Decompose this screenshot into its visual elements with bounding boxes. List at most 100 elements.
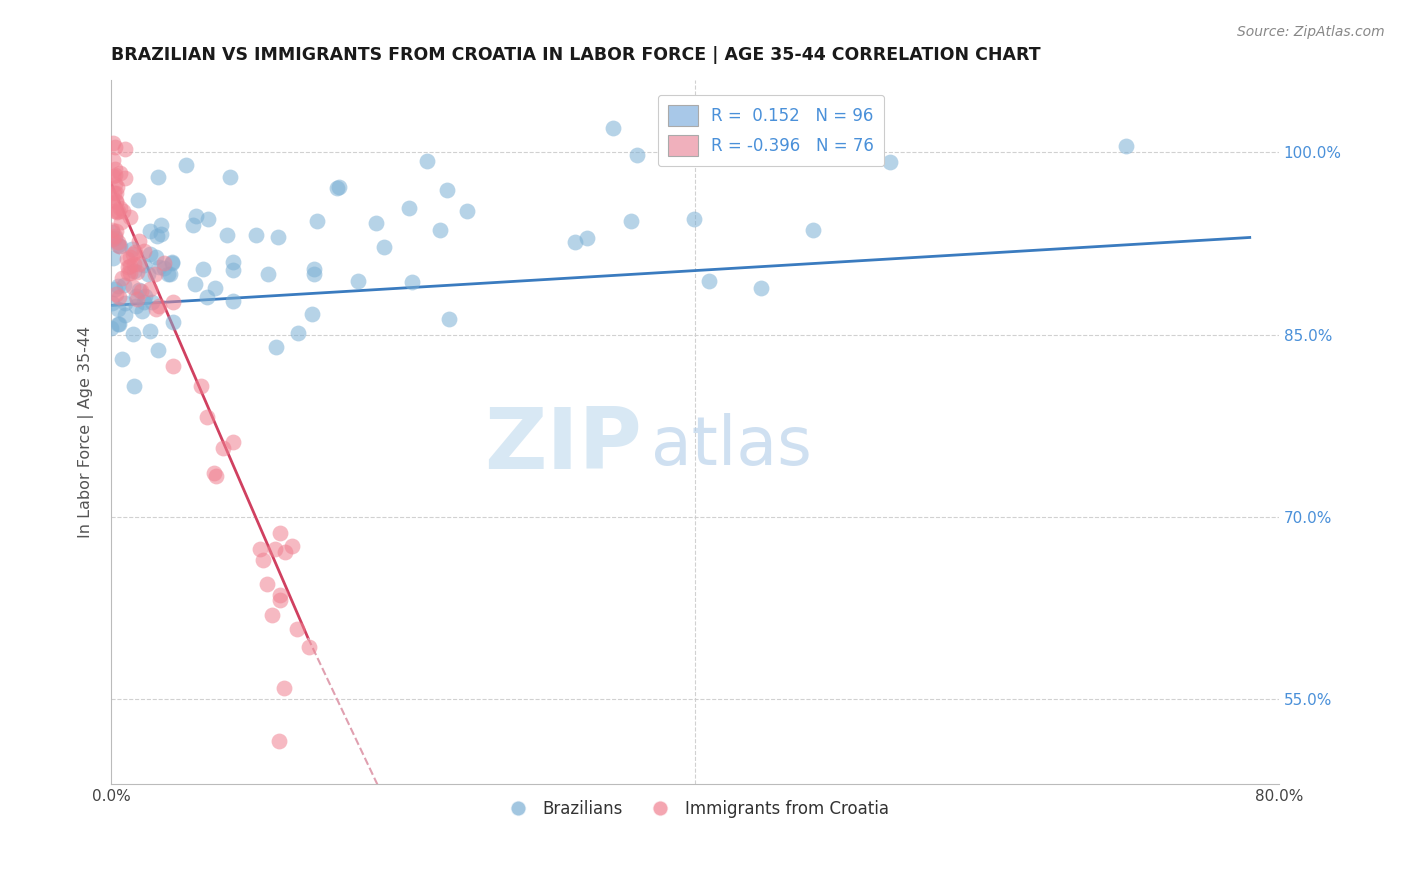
Point [191, 262, 214, 277]
Point [105, 287, 128, 301]
Point [456, 203, 478, 218]
Point [347, 274, 370, 288]
Point [104, 231, 127, 245]
Point [105, 205, 128, 219]
Point [269, 588, 291, 602]
Point [122, 257, 145, 271]
Point [146, 169, 169, 184]
Point [749, 281, 772, 295]
Point [128, 257, 150, 271]
Point [269, 593, 291, 607]
Point [301, 307, 323, 321]
Point [145, 250, 167, 264]
Point [195, 290, 218, 304]
Point [285, 622, 308, 636]
Point [626, 148, 648, 162]
Point [111, 203, 134, 218]
Point [120, 266, 142, 280]
Point [101, 136, 124, 151]
Point [160, 254, 183, 268]
Legend: Brazilians, Immigrants from Croatia: Brazilians, Immigrants from Croatia [495, 793, 896, 825]
Point [302, 267, 325, 281]
Point [108, 317, 131, 331]
Point [148, 343, 170, 358]
Point [127, 193, 149, 207]
Point [114, 142, 136, 156]
Point [190, 379, 212, 393]
Point [252, 553, 274, 567]
Point [138, 247, 160, 261]
Point [101, 296, 124, 310]
Point [436, 183, 458, 197]
Point [264, 340, 287, 354]
Y-axis label: In Labor Force | Age 35-44: In Labor Force | Age 35-44 [79, 326, 94, 538]
Point [117, 266, 139, 280]
Point [245, 227, 267, 242]
Point [107, 317, 129, 331]
Point [879, 155, 901, 169]
Point [150, 227, 173, 241]
Point [100, 321, 122, 335]
Point [262, 608, 284, 623]
Point [120, 250, 142, 264]
Point [118, 259, 141, 273]
Point [152, 256, 174, 270]
Text: Source: ZipAtlas.com: Source: ZipAtlas.com [1237, 25, 1385, 39]
Point [141, 295, 163, 310]
Point [108, 239, 131, 253]
Point [107, 203, 129, 218]
Point [148, 260, 170, 274]
Point [145, 301, 167, 316]
Point [101, 251, 124, 265]
Point [128, 283, 150, 297]
Point [129, 284, 152, 298]
Point [222, 255, 245, 269]
Point [122, 280, 145, 294]
Point [104, 224, 127, 238]
Point [186, 209, 208, 223]
Point [328, 180, 350, 194]
Point [138, 324, 160, 338]
Point [575, 231, 598, 245]
Point [602, 121, 624, 136]
Point [128, 234, 150, 248]
Point [326, 181, 349, 195]
Point [104, 282, 127, 296]
Point [104, 194, 127, 208]
Point [162, 294, 184, 309]
Point [114, 170, 136, 185]
Point [807, 121, 830, 136]
Point [110, 201, 132, 215]
Point [429, 223, 451, 237]
Point [104, 229, 127, 244]
Point [139, 224, 162, 238]
Point [274, 545, 297, 559]
Point [121, 247, 143, 261]
Point [111, 351, 134, 366]
Point [620, 214, 643, 228]
Point [263, 542, 285, 557]
Point [287, 326, 309, 340]
Point [160, 256, 183, 270]
Point [118, 211, 141, 225]
Point [104, 140, 127, 154]
Point [197, 212, 219, 227]
Point [107, 235, 129, 249]
Point [117, 260, 139, 274]
Point [195, 409, 218, 424]
Point [100, 222, 122, 236]
Point [401, 276, 423, 290]
Point [122, 379, 145, 393]
Point [683, 212, 706, 227]
Point [107, 180, 129, 194]
Point [101, 169, 124, 183]
Point [222, 263, 245, 277]
Point [256, 267, 278, 281]
Point [564, 235, 586, 250]
Point [104, 204, 127, 219]
Point [398, 201, 420, 215]
Point [143, 267, 166, 281]
Point [127, 265, 149, 279]
Point [124, 244, 146, 259]
Point [121, 242, 143, 256]
